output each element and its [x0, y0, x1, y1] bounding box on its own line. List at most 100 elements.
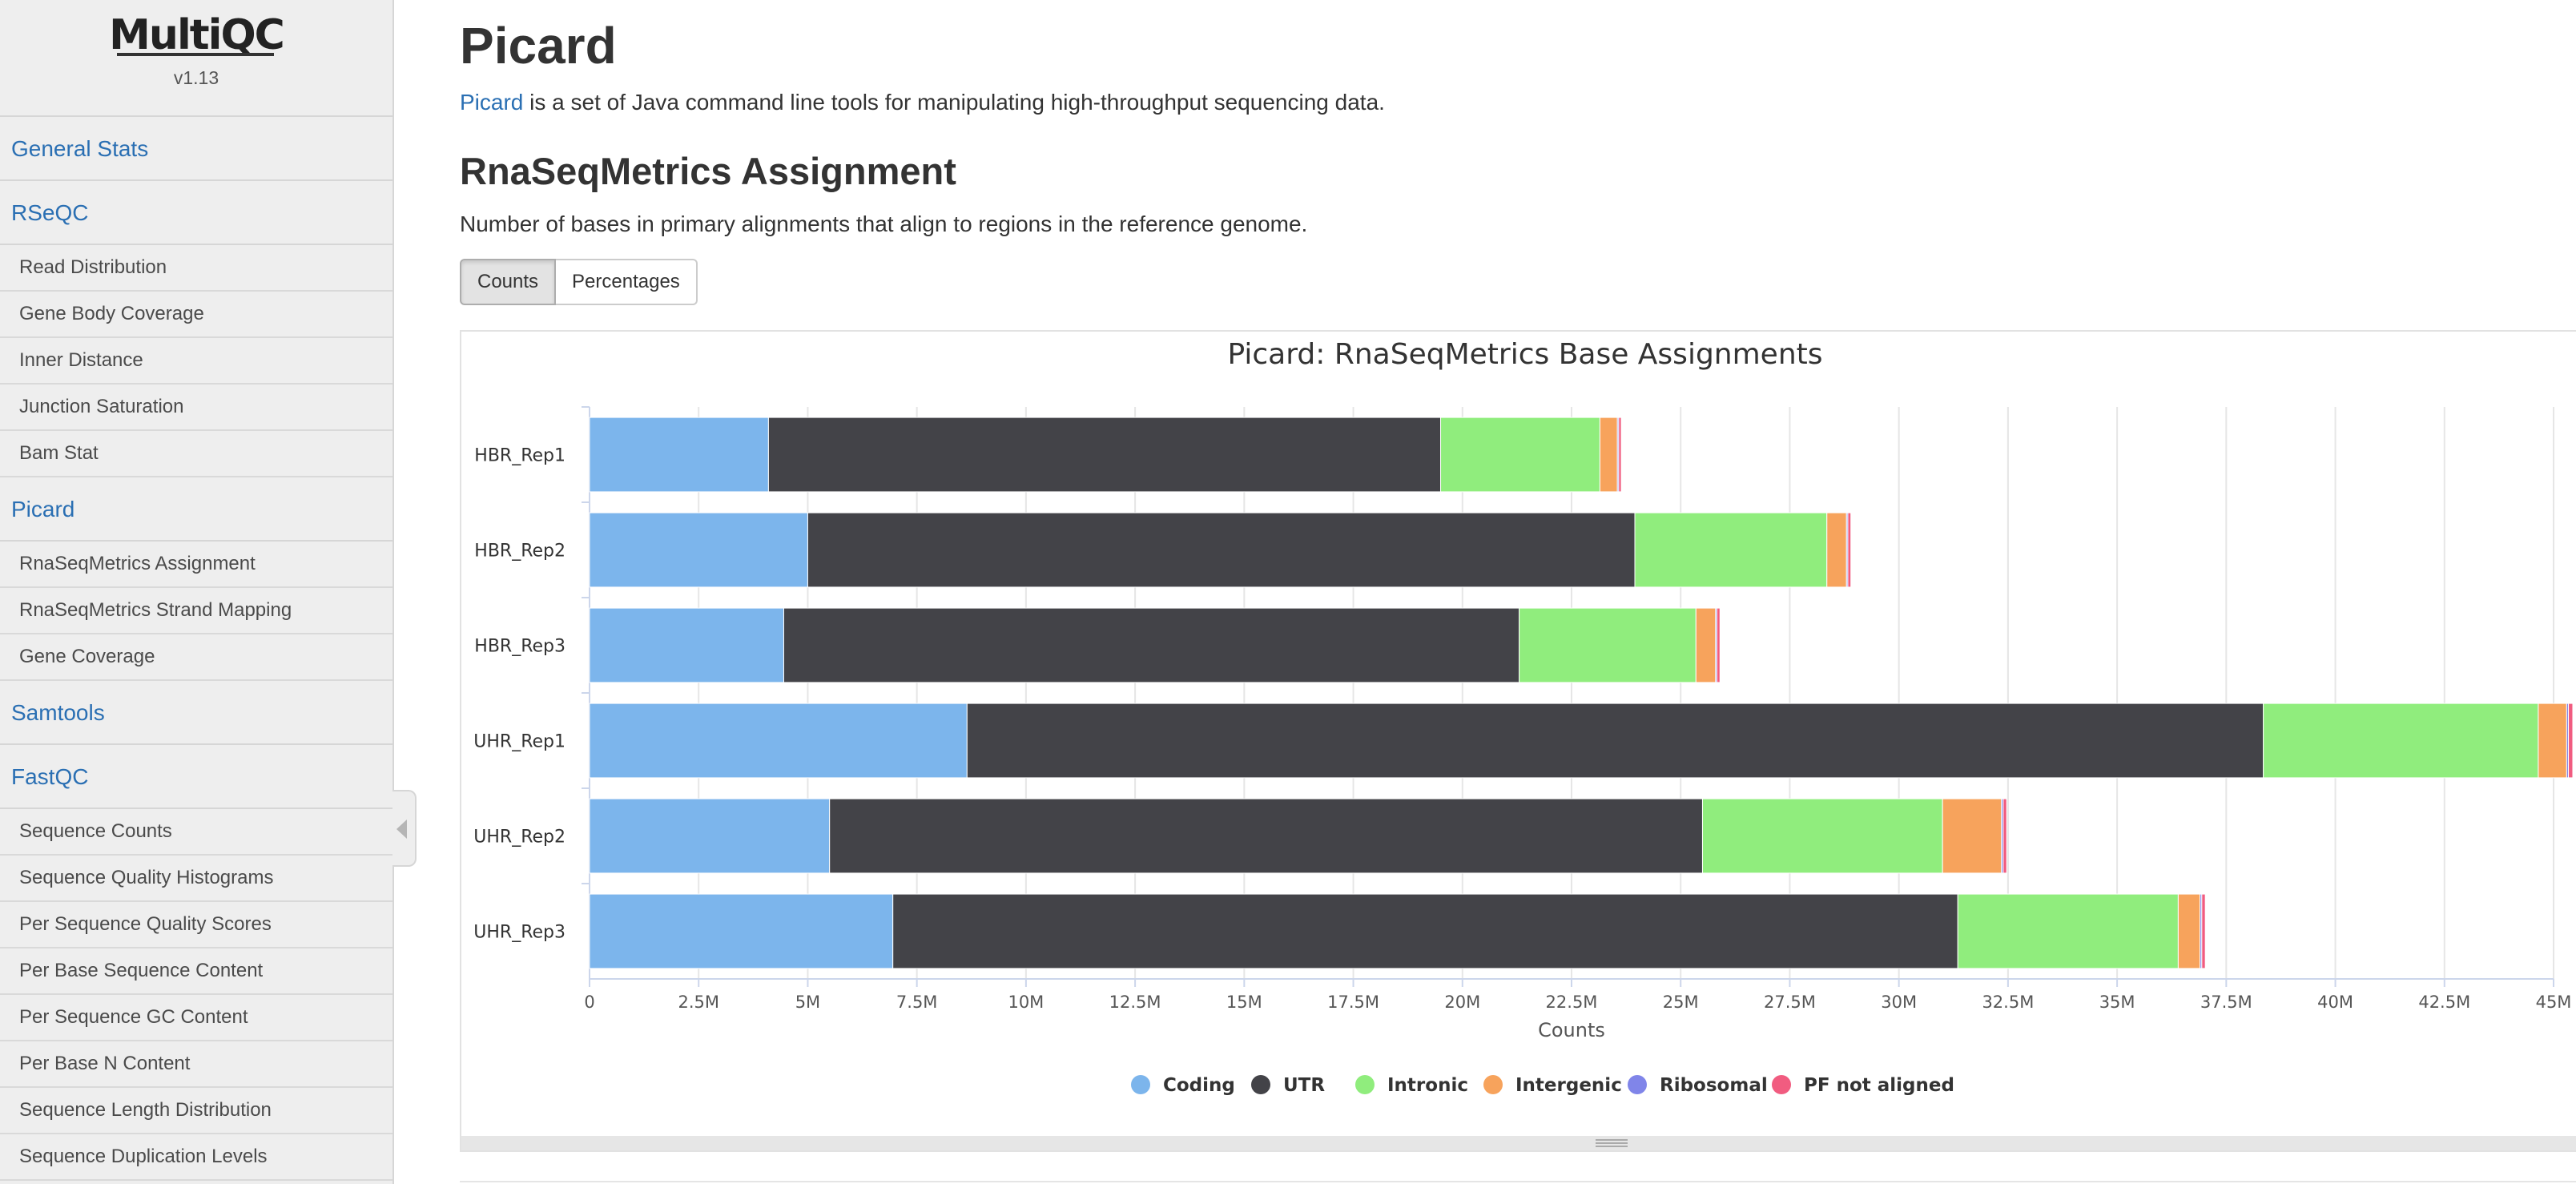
- sidebar-item-sequence-quality-histograms[interactable]: Sequence Quality Histograms: [0, 856, 392, 902]
- legend-marker: [1251, 1075, 1270, 1094]
- sidebar-item-gene-body-coverage[interactable]: Gene Body Coverage: [0, 292, 392, 338]
- logo-area: MultiQC v1.13: [0, 0, 392, 117]
- bar-coding: [589, 417, 769, 493]
- bar-intergenic: [1826, 512, 1847, 588]
- category-label: HBR_Rep2: [474, 542, 566, 562]
- bar-intergenic: [2538, 703, 2567, 779]
- version-label: v1.13: [173, 67, 219, 88]
- category-label: HBR_Rep3: [474, 637, 566, 657]
- x-tick-label: 5M: [795, 993, 820, 1012]
- sidebar-item-sequence-duplication-levels[interactable]: Sequence Duplication Levels: [0, 1134, 392, 1181]
- bar-pf-not-aligned: [1847, 512, 1852, 588]
- category-label: UHR_Rep1: [473, 732, 566, 752]
- legend-marker: [1772, 1075, 1791, 1094]
- percentages-button[interactable]: Percentages: [556, 259, 698, 305]
- bar-intronic: [1519, 607, 1697, 683]
- sidebar: MultiQC v1.13 General Stats RSeQC Read Dis…: [0, 0, 394, 1184]
- collapse-arrow-icon: [396, 820, 407, 839]
- x-tick-label: 2.5M: [678, 993, 719, 1012]
- sidebar-section-fastqc[interactable]: FastQC: [0, 745, 392, 809]
- bar-pf-not-aligned: [1618, 417, 1622, 493]
- bar-pf-not-aligned: [2002, 798, 2007, 874]
- plot-container: Picard: RnaSeqMetrics Base Assignments 0 2…: [460, 330, 2576, 1152]
- x-tick-label: 22.5M: [1546, 993, 1598, 1012]
- bar-pf-not-aligned: [2568, 703, 2574, 779]
- x-tick-label: 40M: [2317, 993, 2353, 1012]
- legend-marker: [1131, 1075, 1150, 1094]
- legend-item[interactable]: Ribosomal: [1660, 1075, 1768, 1096]
- sidebar-item-per-sequence-gc-content[interactable]: Per Sequence GC Content: [0, 995, 392, 1041]
- page-title: Picard: [460, 17, 617, 75]
- bar-coding: [589, 798, 831, 874]
- bar-intronic: [1634, 512, 1828, 588]
- sidebar-collapse-toggle[interactable]: [392, 790, 417, 867]
- bar-utr: [783, 607, 1520, 683]
- section-description: Number of bases in primary alignments th…: [460, 211, 1308, 236]
- x-tick-label: 35M: [2099, 993, 2135, 1012]
- bar-utr: [829, 798, 1703, 874]
- sidebar-item-bam-stat[interactable]: Bam Stat: [0, 431, 392, 477]
- sidebar-nav: General Stats RSeQC Read Distribution Gene …: [0, 117, 392, 1181]
- legend-item[interactable]: Intronic: [1387, 1075, 1468, 1096]
- x-tick-label: 42.5M: [2418, 993, 2470, 1012]
- sidebar-section-picard[interactable]: Picard: [0, 477, 392, 542]
- sidebar-section-samtools[interactable]: Samtools: [0, 681, 392, 745]
- x-tick-label: 12.5M: [1109, 993, 1161, 1012]
- sidebar-section-rseqc[interactable]: RSeQC: [0, 181, 392, 245]
- x-tick-label: 27.5M: [1764, 993, 1816, 1012]
- sidebar-item-junction-saturation[interactable]: Junction Saturation: [0, 385, 392, 431]
- chart-title: Picard: RnaSeqMetrics Base Assignments: [1227, 338, 1822, 371]
- sidebar-section-general-stats[interactable]: General Stats: [0, 117, 392, 181]
- bar-pf-not-aligned: [1716, 607, 1721, 683]
- bar-coding: [589, 607, 784, 683]
- x-tick-label: 20M: [1444, 993, 1480, 1012]
- x-tick-label: 32.5M: [1982, 993, 2034, 1012]
- bar-intronic: [1701, 798, 1943, 874]
- legend-item[interactable]: UTR: [1283, 1075, 1325, 1096]
- bar-intronic: [2263, 703, 2539, 779]
- sidebar-item-per-sequence-quality-scores[interactable]: Per Sequence Quality Scores: [0, 902, 392, 948]
- x-tick-label: 15M: [1226, 993, 1262, 1012]
- bar-utr: [966, 703, 2264, 779]
- bar-chart: Picard: RnaSeqMetrics Base Assignments 0 2…: [473, 338, 2574, 1096]
- bar-intergenic: [2177, 893, 2201, 969]
- intro-text: is a set of Java command line tools for …: [523, 90, 1385, 115]
- sidebar-item-rnaseqmetrics-strand-mapping[interactable]: RnaSeqMetrics Strand Mapping: [0, 588, 392, 634]
- legend-marker: [1628, 1075, 1647, 1094]
- x-axis-title: Counts: [1538, 1019, 1605, 1041]
- data-toggle-group: Counts Percentages: [460, 259, 698, 305]
- bar-intergenic: [1942, 798, 2002, 874]
- sidebar-item-per-base-sequence-content[interactable]: Per Base Sequence Content: [0, 948, 392, 995]
- plot-resize-handle[interactable]: [461, 1136, 2576, 1150]
- x-tick-label: 37.5M: [2200, 993, 2252, 1012]
- legend-marker: [1355, 1075, 1375, 1094]
- sidebar-item-rnaseqmetrics-assignment[interactable]: RnaSeqMetrics Assignment: [0, 542, 392, 588]
- picard-link[interactable]: Picard: [460, 90, 524, 115]
- category-label: UHR_Rep2: [473, 828, 566, 848]
- legend-item[interactable]: Intergenic: [1515, 1075, 1622, 1096]
- counts-button[interactable]: Counts: [460, 259, 557, 305]
- section-title: RnaSeqMetrics Assignment: [460, 150, 956, 192]
- multiqc-logo[interactable]: MultiQC: [109, 11, 285, 59]
- x-tick-label: 25M: [1663, 993, 1699, 1012]
- bar-utr: [767, 417, 1442, 493]
- legend-item[interactable]: PF not aligned: [1804, 1075, 1954, 1096]
- sidebar-item-sequence-length-distribution[interactable]: Sequence Length Distribution: [0, 1088, 392, 1134]
- bar-intergenic: [1599, 417, 1618, 493]
- divider: [460, 1181, 2576, 1182]
- bar-pf-not-aligned: [2201, 893, 2206, 969]
- legend-marker: [1483, 1075, 1503, 1094]
- x-tick-label: 45M: [2536, 993, 2572, 1012]
- sidebar-item-gene-coverage[interactable]: Gene Coverage: [0, 634, 392, 681]
- sidebar-item-per-base-n-content[interactable]: Per Base N Content: [0, 1041, 392, 1088]
- sidebar-item-sequence-counts[interactable]: Sequence Counts: [0, 809, 392, 856]
- x-tick-label: 10M: [1008, 993, 1044, 1012]
- bar-intronic: [1957, 893, 2179, 969]
- sidebar-item-inner-distance[interactable]: Inner Distance: [0, 338, 392, 385]
- sidebar-item-read-distribution[interactable]: Read Distribution: [0, 245, 392, 292]
- logo-underline: [117, 53, 274, 56]
- bar-coding: [589, 703, 968, 779]
- legend-item[interactable]: Coding: [1163, 1075, 1235, 1096]
- bar-coding: [589, 893, 894, 969]
- bar-utr: [892, 893, 1958, 969]
